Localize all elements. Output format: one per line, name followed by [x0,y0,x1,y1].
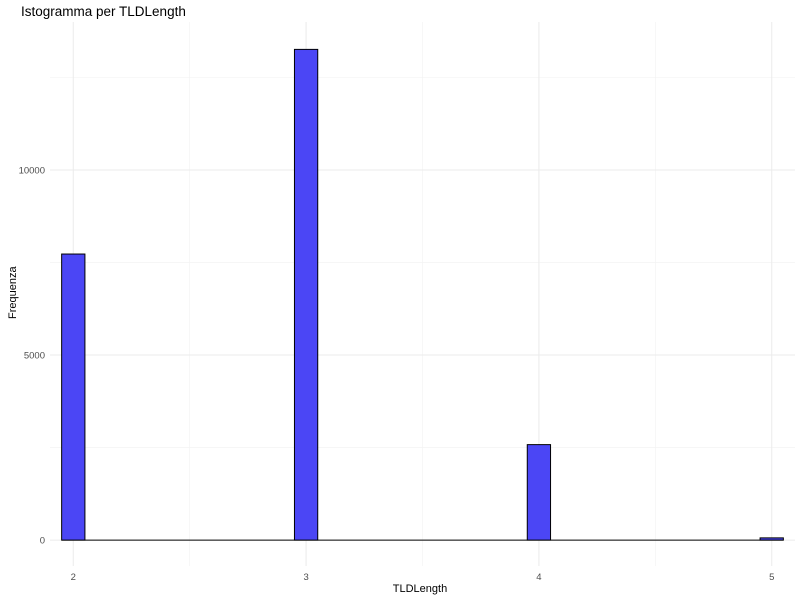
chart-title: Istogramma per TLDLength [21,4,186,19]
x-tick-label: 2 [71,572,76,583]
y-tick-label: 5000 [24,351,45,362]
bar-2 [61,253,86,541]
x-tick-label: 4 [536,572,541,583]
y-tick-label: 0 [40,536,45,547]
bar-5 [759,537,784,541]
y-tick-label: 10000 [19,166,45,177]
y-axis-ticks: 0 5000 10000 [19,166,45,547]
x-axis-label: TLDLength [392,583,448,595]
x-axis-ticks: 2 3 4 5 [71,572,775,583]
bars [61,48,784,541]
x-tick-label: 5 [769,572,774,583]
bar-4 [526,444,552,541]
bar-3 [293,48,319,541]
minor-grid [50,22,795,566]
x-tick-label: 3 [303,572,308,583]
